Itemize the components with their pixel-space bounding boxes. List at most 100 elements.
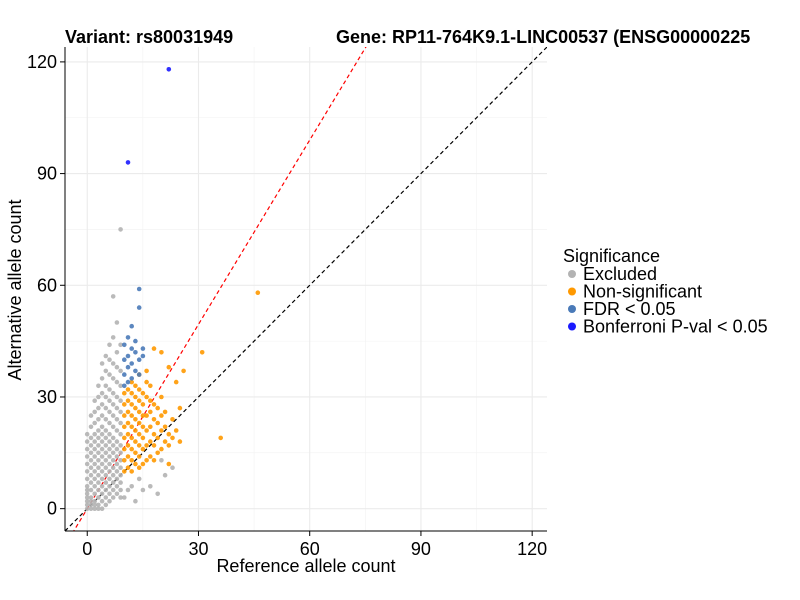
data-point [129,379,134,385]
data-point [99,506,105,512]
data-point [110,361,116,366]
data-point [96,458,101,463]
data-point [133,417,138,422]
data-point [110,450,116,456]
data-point [136,454,142,459]
data-point [162,439,168,444]
data-point [96,472,101,478]
data-point [103,383,109,389]
data-point [144,394,149,400]
data-point [96,487,101,493]
data-point [125,398,131,404]
data-point [96,405,101,411]
y-tick-label: 30 [37,387,57,407]
data-point [148,383,153,389]
data-point [140,461,146,467]
data-point [88,495,94,500]
data-point [136,465,142,471]
data-point [129,469,134,474]
data-point [118,487,123,493]
reference-line-identity [65,47,547,531]
data-point [96,435,101,441]
data-point [118,443,123,448]
data-point [122,435,127,441]
data-point [136,398,142,404]
data-point [96,383,101,389]
data-point [166,461,172,467]
data-point [122,402,127,407]
data-point [133,368,138,374]
data-point [84,491,90,497]
data-point [144,413,149,418]
data-point [118,472,123,478]
data-point [107,454,112,459]
data-point [170,417,175,422]
data-point [110,376,116,381]
data-point [177,405,183,411]
data-point [136,305,142,310]
data-point [110,390,116,396]
x-axis-ticks: 0 30 60 90 120 [82,531,547,559]
data-point [103,443,109,448]
data-point [118,458,123,463]
data-point [107,409,112,415]
data-point [107,420,112,426]
data-point [88,487,94,493]
data-point [148,398,153,404]
data-point [159,458,164,463]
data-point [92,431,97,437]
data-point [159,394,164,400]
data-point [110,480,116,485]
data-point [162,409,168,415]
data-point [99,491,105,497]
data-point [129,323,134,329]
data-point [84,506,90,512]
data-point [107,461,112,467]
x-tick-label: 30 [188,539,208,559]
data-point [118,420,123,426]
data-point [129,361,134,366]
data-point [88,506,94,512]
data-point [129,390,134,396]
data-point [125,443,131,448]
data-point [173,379,179,385]
legend-swatch [568,287,576,296]
data-point [88,450,94,456]
data-point [162,472,168,478]
legend-label: Excluded [583,264,657,284]
data-point [136,443,142,448]
data-point [114,469,120,474]
data-point [99,454,105,459]
data-point [148,409,153,415]
data-point [136,357,142,363]
data-point [125,379,131,385]
data-point [99,402,105,407]
data-point [129,376,134,381]
y-axis-title: Alternative allele count [5,199,25,380]
data-point [136,476,142,482]
data-point [88,413,94,418]
data-point [151,458,157,463]
data-point [125,454,131,459]
data-point [122,357,127,363]
data-point [133,383,138,389]
data-point [151,346,157,351]
data-point [92,398,97,404]
data-point [140,390,146,396]
data-point [114,320,120,325]
data-point [88,443,94,448]
data-point [114,476,120,482]
data-point [118,383,123,389]
data-point [99,390,105,396]
data-point [118,431,123,437]
data-point [99,484,105,489]
data-point [110,495,116,500]
data-point [118,342,123,348]
data-point [151,417,157,422]
data-point [103,472,109,478]
data-point [122,424,127,430]
data-point [110,465,116,471]
data-point [96,495,101,500]
data-point [103,428,109,433]
data-point [88,502,94,508]
